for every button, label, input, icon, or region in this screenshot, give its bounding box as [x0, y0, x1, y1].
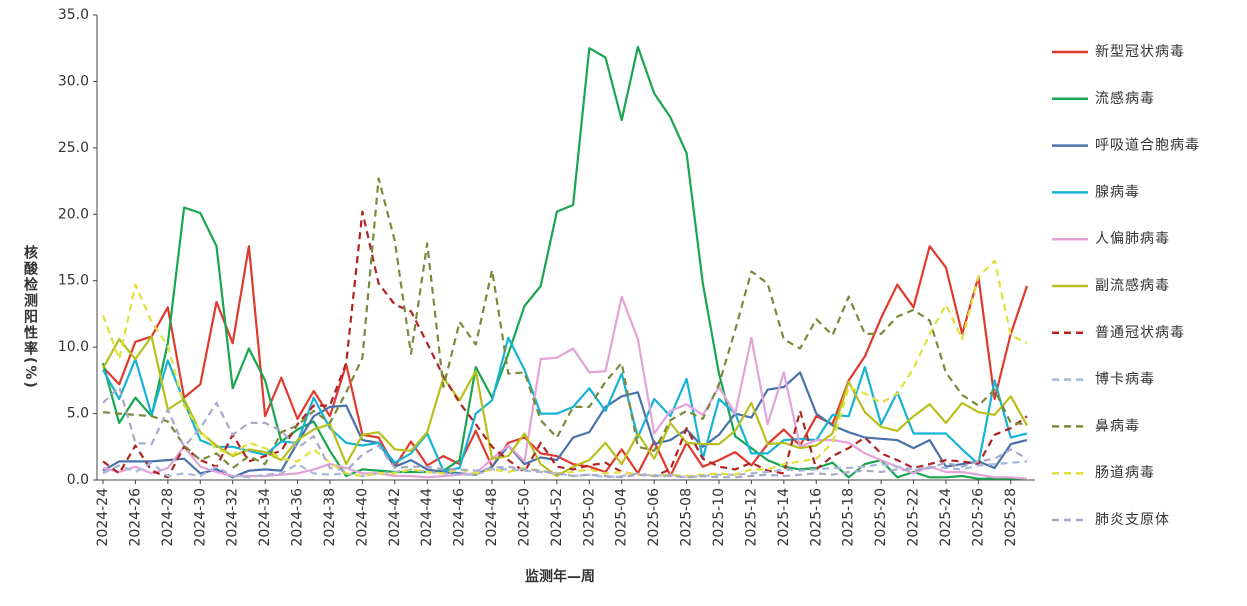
legend-label: 肠道病毒	[1095, 465, 1155, 481]
x-tick-label: 2025-08	[679, 488, 695, 547]
series-line	[101, 259, 1028, 478]
x-tick-label: 2025-14	[776, 488, 792, 547]
legend-label: 博卡病毒	[1095, 371, 1155, 388]
x-tick-label: 2025-18	[841, 488, 857, 547]
x-tick-label: 2025-20	[873, 488, 889, 547]
x-tick-label: 2025-02	[581, 488, 597, 547]
series-line	[101, 45, 1027, 480]
y-axis-title: 核酸检测阳性率(%)	[22, 244, 38, 390]
legend-label: 呼吸道合胞病毒	[1095, 138, 1200, 154]
x-tick-label: 2024-48	[484, 488, 500, 547]
x-tick-label: 2024-40	[354, 488, 370, 547]
x-tick-label: 2024-44	[419, 488, 435, 547]
legend-label: 鼻病毒	[1095, 417, 1140, 434]
x-tick-label: 2024-52	[549, 488, 565, 547]
legend-label: 肺炎支原体	[1095, 512, 1170, 528]
series-line	[102, 335, 1028, 478]
legend-label: 腺病毒	[1095, 184, 1140, 200]
legend-label: 新型冠状病毒	[1095, 44, 1185, 60]
y-tick-label: 0.0	[67, 472, 89, 488]
series-line	[102, 336, 1028, 472]
x-tick-label: 2025-22	[906, 488, 922, 547]
x-tick-label: 2024-28	[160, 488, 176, 547]
x-tick-label: 2025-06	[646, 488, 662, 547]
x-tick-label: 2025-04	[614, 488, 630, 547]
legend-label: 副流感病毒	[1095, 277, 1170, 294]
x-tick-label: 2024-26	[127, 488, 143, 547]
y-tick-label: 35.0	[58, 7, 89, 23]
x-tick-label: 2025-16	[808, 488, 824, 547]
x-tick-label: 2024-36	[290, 488, 306, 547]
x-tick-label: 2024-34	[257, 488, 273, 547]
y-tick-label: 5.0	[67, 406, 89, 422]
x-tick-label: 2024-32	[225, 488, 241, 547]
x-tick-label: 2025-26	[970, 488, 986, 547]
y-tick-label: 30.0	[58, 73, 89, 89]
series-line	[102, 210, 1028, 479]
x-tick-label: 2025-10	[711, 488, 727, 547]
x-tick-label: 2025-24	[938, 488, 954, 547]
series-line	[102, 245, 1029, 478]
series-line	[102, 460, 1028, 479]
x-axis-title: 监测年—周	[525, 568, 595, 585]
x-tick-label: 2025-28	[1003, 488, 1019, 547]
x-tick-label: 2024-42	[387, 488, 403, 547]
series-line	[102, 385, 1028, 479]
x-tick-label: 2024-30	[192, 488, 208, 547]
legend-label: 普通冠状病毒	[1095, 325, 1185, 341]
x-tick-label: 2024-46	[452, 488, 468, 547]
legend-label: 流感病毒	[1095, 90, 1155, 107]
legend-label: 人偏肺病毒	[1095, 231, 1170, 247]
x-tick-label: 2024-50	[516, 488, 532, 547]
series-line	[102, 371, 1028, 479]
y-tick-label: 20.0	[58, 206, 89, 222]
x-tick-label: 2025-12	[743, 488, 759, 547]
x-tick-label: 2024-38	[322, 488, 338, 547]
x-tick-label: 2024-24	[95, 488, 111, 547]
y-tick-label: 10.0	[58, 339, 89, 355]
y-tick-label: 15.0	[58, 273, 89, 289]
series-line	[102, 177, 1028, 470]
y-tick-label: 25.0	[58, 140, 89, 156]
